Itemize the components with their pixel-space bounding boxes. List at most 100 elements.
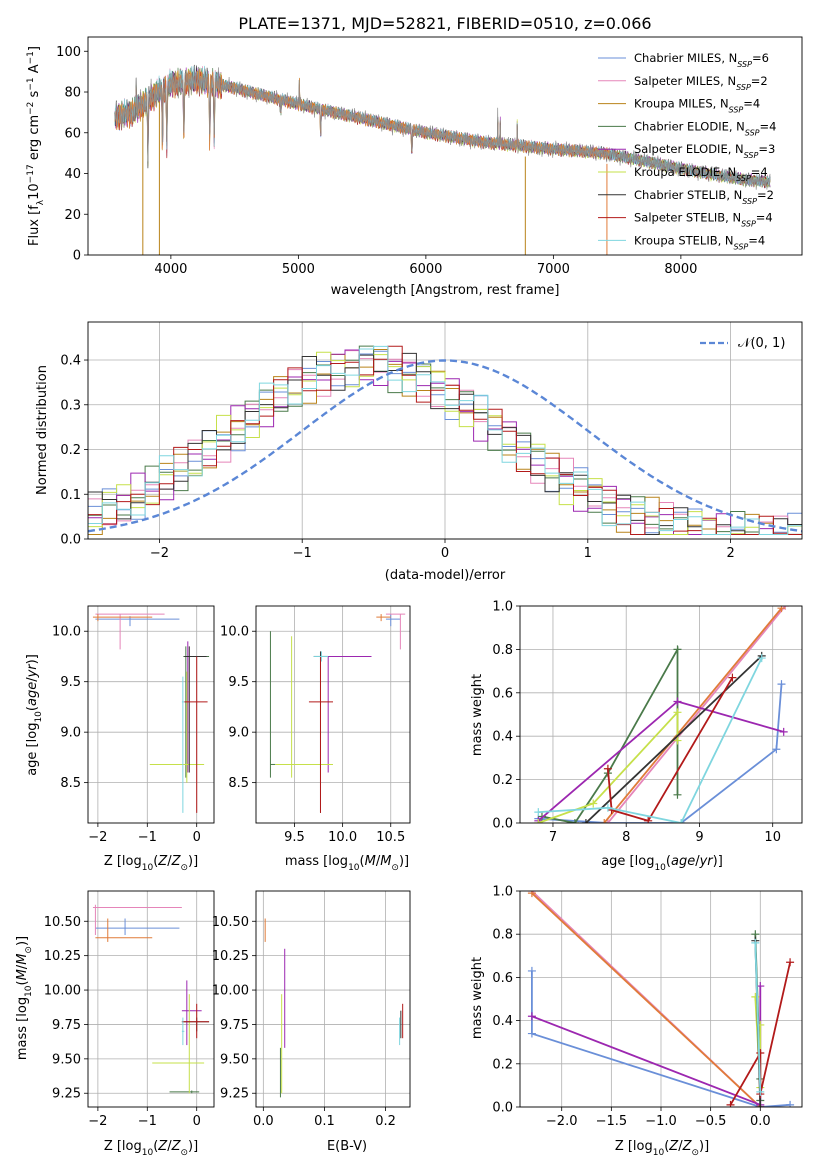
spectrum-panel: PLATE=1371, MJD=52821, FIBERID=0510, z=0… bbox=[26, 14, 803, 298]
weight-vs-Z-marker-4-0 bbox=[527, 1012, 536, 1021]
spectrum-ytick-label-4: 80 bbox=[64, 86, 81, 101]
mass-vs-Z-xtick-label-0: −2 bbox=[88, 1114, 107, 1129]
weight-vs-age-ytick-label-0: 0.0 bbox=[492, 817, 513, 832]
weight-vs-age-series-4 bbox=[537, 700, 784, 822]
weight-vs-age-marker-8-2 bbox=[677, 819, 686, 823]
mass-vs-Z-ytick-label-5: 10.50 bbox=[44, 915, 81, 930]
legend-label-6: Chabrier STELIB, NSSP=2 bbox=[634, 188, 774, 206]
weight-vs-age-series-2 bbox=[603, 607, 783, 823]
mass-vs-ebv-xtick-label-2: 0.2 bbox=[375, 1114, 396, 1129]
weight-vs-Z-xtick-label-3: −0.5 bbox=[695, 1114, 727, 1129]
weight-vs-Z-series-8 bbox=[754, 942, 762, 1092]
residual-ylabel: Normed distribution bbox=[35, 365, 50, 495]
residuals-axes: −2 −1 0 1 2 0.0 0.1 0.2 0.3 0.4 bbox=[60, 321, 803, 561]
residuals-xtick-label-1: −1 bbox=[293, 546, 312, 561]
age-vs-Z-xtick-label-2: 0 bbox=[193, 830, 201, 845]
age-vs-mass-point-5 bbox=[275, 636, 333, 778]
weight-vs-age-marker-4-1 bbox=[673, 697, 682, 706]
weight-vs-age-marks bbox=[534, 606, 790, 823]
weight-vs-Z-marker-7-0 bbox=[726, 1100, 735, 1107]
mass-vs-Z-ytick-label-2: 9.75 bbox=[52, 1018, 81, 1033]
mass-vs-Z-axes: −2 −1 0 9.25 9.50 9.75 10.00 10.25 10.50 bbox=[44, 890, 215, 1129]
age-vs-Z-point-4 bbox=[184, 641, 207, 773]
age-vs-Z-grid bbox=[88, 606, 214, 823]
weight-vs-Z-xtick-label-1: −1.5 bbox=[596, 1114, 628, 1129]
weight-vs-age-marker-5-1 bbox=[589, 799, 598, 808]
age-vs-mass-grid bbox=[256, 606, 410, 823]
weight-vs-Z-ytick-label-3: 0.6 bbox=[492, 971, 513, 986]
residuals-xtick-label-4: 2 bbox=[726, 546, 734, 561]
residuals-ytick-label-4: 0.4 bbox=[60, 354, 81, 369]
spectrum-xtick-label-1: 5000 bbox=[282, 262, 315, 277]
weight-vs-age-marker-7-0 bbox=[603, 764, 612, 773]
weight-vs-Z-marker-0-3 bbox=[786, 1100, 795, 1107]
weight-vs-age-ytick-label-3: 0.6 bbox=[492, 686, 513, 701]
weight-vs-age-marker-7-2 bbox=[644, 816, 653, 823]
mass-vs-Z-frame bbox=[87, 890, 215, 1108]
age-z-ylabel: age [log10(age/yr)] bbox=[25, 654, 44, 776]
weight-vs-age-marker-3-4 bbox=[673, 790, 682, 799]
spectrum-xtick-label-0: 4000 bbox=[154, 262, 187, 277]
mass-z-xlabel: Z [log10(Z/Z⊙)] bbox=[104, 1139, 198, 1158]
age-vs-Z-point-8 bbox=[181, 676, 185, 813]
age-vs-mass-point-1 bbox=[385, 613, 406, 650]
spectrum-legend: Chabrier MILES, NSSP=6 Salpeter MILES, NS… bbox=[598, 51, 776, 251]
age-vs-mass-xtick-label-0: 9.5 bbox=[284, 830, 305, 845]
weight-z-ylabel: mass weight bbox=[470, 957, 485, 1039]
mass-vs-Z-point-0 bbox=[95, 918, 180, 936]
age-vs-mass-point-8 bbox=[313, 651, 329, 662]
age-vs-mass-point-2 bbox=[376, 614, 391, 622]
normal-legend: 𝒩(0, 1) bbox=[700, 336, 785, 351]
weight-vs-age-ytick-label-2: 0.4 bbox=[492, 730, 513, 745]
age-z-xlabel: Z [log10(Z/Z⊙)] bbox=[104, 854, 198, 873]
mass-vs-Z-ytick-label-1: 9.50 bbox=[52, 1052, 81, 1067]
spectrum-title: PLATE=1371, MJD=52821, FIBERID=0510, z=0… bbox=[238, 14, 651, 33]
age-vs-Z-xtick-label-1: −1 bbox=[138, 830, 157, 845]
age-mass-xlabel: mass [log10(M/M⊙)] bbox=[285, 854, 409, 873]
mass-vs-z-panel: −2 −1 0 9.25 9.50 9.75 10.00 10.25 10.50 Z [log1… bbox=[15, 890, 215, 1158]
weight-vs-age-frame bbox=[519, 605, 803, 824]
residuals-ytick-label-2: 0.2 bbox=[60, 443, 81, 458]
age-vs-mass-frame bbox=[255, 605, 411, 824]
weight-vs-age-ytick-label-5: 1.0 bbox=[492, 600, 513, 615]
weight-vs-age-marker-6-0 bbox=[581, 819, 590, 823]
mass-vs-ebv-panel: 0.0 0.1 0.2 9.25 9.50 9.75 10.00 10.25 10.50 E(B… bbox=[212, 890, 411, 1154]
weight-vs-Z-series-2 bbox=[531, 892, 761, 1107]
age-vs-mass-point-0 bbox=[385, 614, 401, 627]
weight-vs-age-marker-8-1 bbox=[603, 803, 612, 812]
spectrum-observed bbox=[114, 66, 771, 190]
weight-vs-Z-marker-7-1 bbox=[756, 1049, 765, 1057]
age-vs-z-panel: −2 −1 0 8.5 9.0 9.5 10.0 Z [log10(Z/Z⊙)] age [… bbox=[25, 605, 215, 873]
age-vs-mass-ytick-label-1: 9.0 bbox=[228, 726, 249, 741]
weight-vs-age-series-1 bbox=[607, 606, 786, 823]
residual-panel: −2 −1 0 1 2 0.0 0.1 0.2 0.3 0.4 (data-model)/erro… bbox=[35, 321, 803, 583]
weight-vs-Z-ytick-label-0: 0.0 bbox=[492, 1101, 513, 1116]
spectrum-frame bbox=[87, 36, 803, 256]
residuals-ytick-label-3: 0.3 bbox=[60, 398, 81, 413]
residuals-ytick-label-1: 0.1 bbox=[60, 488, 81, 503]
weight-vs-Z-xtick-label-2: −1.0 bbox=[645, 1114, 677, 1129]
weight-vs-age-xtick-label-2: 9 bbox=[695, 830, 703, 845]
normal-legend-label: 𝒩(0, 1) bbox=[738, 336, 785, 351]
spectrum-ytick-label-1: 20 bbox=[64, 208, 81, 223]
mass-vs-Z-ytick-label-3: 10.00 bbox=[44, 984, 81, 999]
age-vs-Z-point-6 bbox=[184, 646, 207, 773]
weight-vs-Z-xtick-label-4: 0.0 bbox=[750, 1114, 771, 1129]
residual-xlabel: (data-model)/error bbox=[385, 568, 506, 583]
age-vs-mass-point-4 bbox=[318, 655, 372, 773]
weight-vs-Z-axes: −2.0 −1.5 −1.0 −0.5 0.0 0.0 0.2 0.4 0.6 0.8 1.0 bbox=[492, 885, 803, 1129]
age-vs-mass-marks bbox=[269, 613, 406, 813]
age-vs-mass-ytick-label-2: 9.5 bbox=[228, 675, 249, 690]
mass-vs-Z-marks bbox=[92, 904, 210, 1094]
age-vs-mass-axes: 9.5 10.0 10.5 8.5 9.0 9.5 10.0 bbox=[220, 605, 411, 845]
age-vs-mass-xtick-label-2: 10.5 bbox=[376, 830, 405, 845]
mass-vs-Z-xtick-label-2: 0 bbox=[193, 1114, 201, 1129]
mass-vs-Z-xtick-label-1: −1 bbox=[138, 1114, 157, 1129]
age-vs-mass-point-3 bbox=[269, 631, 276, 778]
weight-vs-age-series-0 bbox=[538, 684, 783, 823]
mass-vs-ebv-ytick-label-0: 9.25 bbox=[220, 1087, 249, 1102]
age-vs-Z-axes: −2 −1 0 8.5 9.0 9.5 10.0 bbox=[52, 605, 215, 845]
weight-vs-Z-marks bbox=[527, 891, 795, 1107]
legend-label-7: Salpeter STELIB, NSSP=4 bbox=[634, 211, 773, 229]
